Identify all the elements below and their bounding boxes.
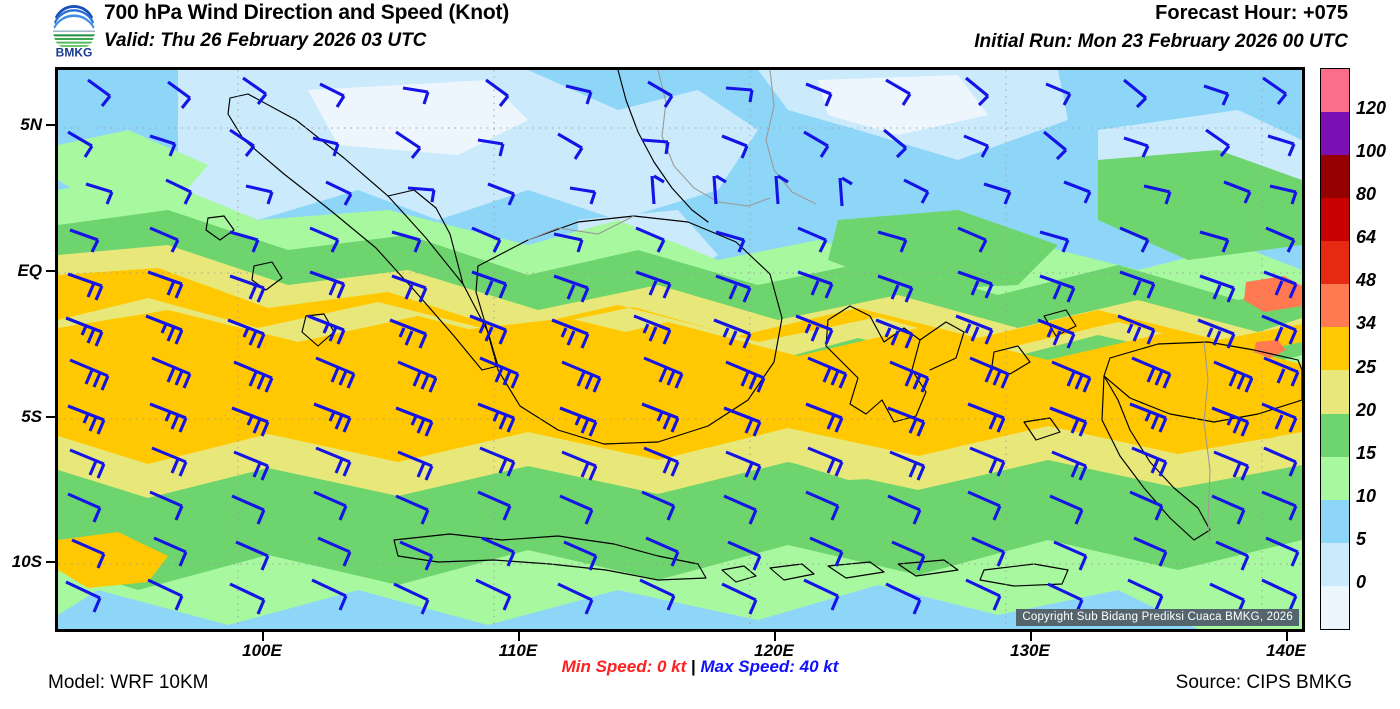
colorbar-band->120 — [1321, 69, 1349, 113]
x-axis-label-120e: 120E — [754, 641, 794, 660]
colorbar-tick-20: 20 — [1356, 399, 1377, 420]
model-label: Model: WRF 10KM — [48, 672, 209, 693]
x-tick-110e — [518, 632, 520, 641]
valid-time-label: Valid: Thu 26 February 2026 03 UTC — [104, 30, 427, 51]
wind-speed-contour-map — [58, 70, 1302, 629]
y-tick-10s — [46, 561, 55, 563]
x-axis-label-140e: 140E — [1266, 641, 1306, 660]
page-title: 700 hPa Wind Direction and Speed (Knot) — [104, 1, 510, 24]
colorbar-tick-48: 48 — [1356, 270, 1377, 291]
header: BMKG 700 hPa Wind Direction and Speed (K… — [0, 0, 1400, 60]
bmkg-logo-icon: BMKG — [52, 4, 96, 59]
colorbar-tick-80: 80 — [1356, 184, 1377, 205]
x-tick-120e — [774, 632, 776, 641]
x-tick-100e — [262, 632, 264, 641]
colorbar-tick-34: 34 — [1356, 313, 1377, 334]
y-axis-label-5s: 5S — [21, 407, 42, 426]
x-axis-label-100e: 100E — [242, 641, 282, 660]
colorbar-tick-120: 120 — [1356, 98, 1387, 119]
source-label: Source: CIPS BMKG — [1175, 672, 1352, 693]
speed-separator: | — [686, 657, 701, 676]
colorbar-tick-15: 15 — [1356, 442, 1377, 463]
x-axis-label-130e: 130E — [1010, 641, 1050, 660]
colorbar-band-<0 — [1321, 585, 1349, 629]
colorbar-tick-5: 5 — [1356, 528, 1367, 549]
y-tick-eq — [46, 270, 55, 272]
colorbar-tick-25: 25 — [1356, 356, 1377, 377]
colorbar-band-80-100 — [1321, 155, 1349, 199]
speed-summary: Min Speed: 0 kt | Max Speed: 40 kt — [0, 657, 1400, 677]
colorbar-tick-64: 64 — [1356, 227, 1377, 248]
max-speed-label: Max Speed: 40 kt — [700, 657, 839, 676]
colorbar-band-0-5 — [1321, 542, 1349, 586]
colorbar-band-5-10 — [1321, 499, 1349, 543]
colorbar-tick-10: 10 — [1356, 485, 1377, 506]
copyright-overlay: Copyright Sub Bidang Prediksi Cuaca BMKG… — [1016, 609, 1299, 626]
colorbar-band-20-25 — [1321, 370, 1349, 414]
colorbar-tick-0: 0 — [1356, 571, 1367, 592]
colorbar-band-34-48 — [1321, 284, 1349, 328]
y-axis-label-5n: 5N — [20, 115, 42, 134]
colorbar — [1320, 68, 1350, 630]
x-tick-130e — [1030, 632, 1032, 641]
min-speed-label: Min Speed: 0 kt — [561, 657, 687, 676]
colorbar-band-25-34 — [1321, 327, 1349, 371]
colorbar-tick-100: 100 — [1356, 141, 1387, 162]
colorbar-band-100-120 — [1321, 112, 1349, 156]
initial-run-label: Initial Run: Mon 23 February 2026 00 UTC — [974, 31, 1348, 52]
x-axis-label-110e: 110E — [498, 641, 538, 660]
map-panel[interactable]: Copyright Sub Bidang Prediksi Cuaca BMKG… — [55, 67, 1305, 632]
forecast-hour-label: Forecast Hour: +075 — [1155, 2, 1348, 24]
y-axis-label-10s: 10S — [11, 552, 42, 571]
colorbar-band-15-20 — [1321, 413, 1349, 457]
colorbar-band-64-80 — [1321, 198, 1349, 242]
colorbar-band-10-15 — [1321, 456, 1349, 500]
y-axis-label-eq: EQ — [17, 261, 42, 280]
svg-text:BMKG: BMKG — [56, 46, 93, 59]
y-tick-5s — [46, 416, 55, 418]
x-tick-140e — [1286, 632, 1288, 641]
colorbar-band-48-64 — [1321, 241, 1349, 285]
y-tick-5n — [46, 124, 55, 126]
